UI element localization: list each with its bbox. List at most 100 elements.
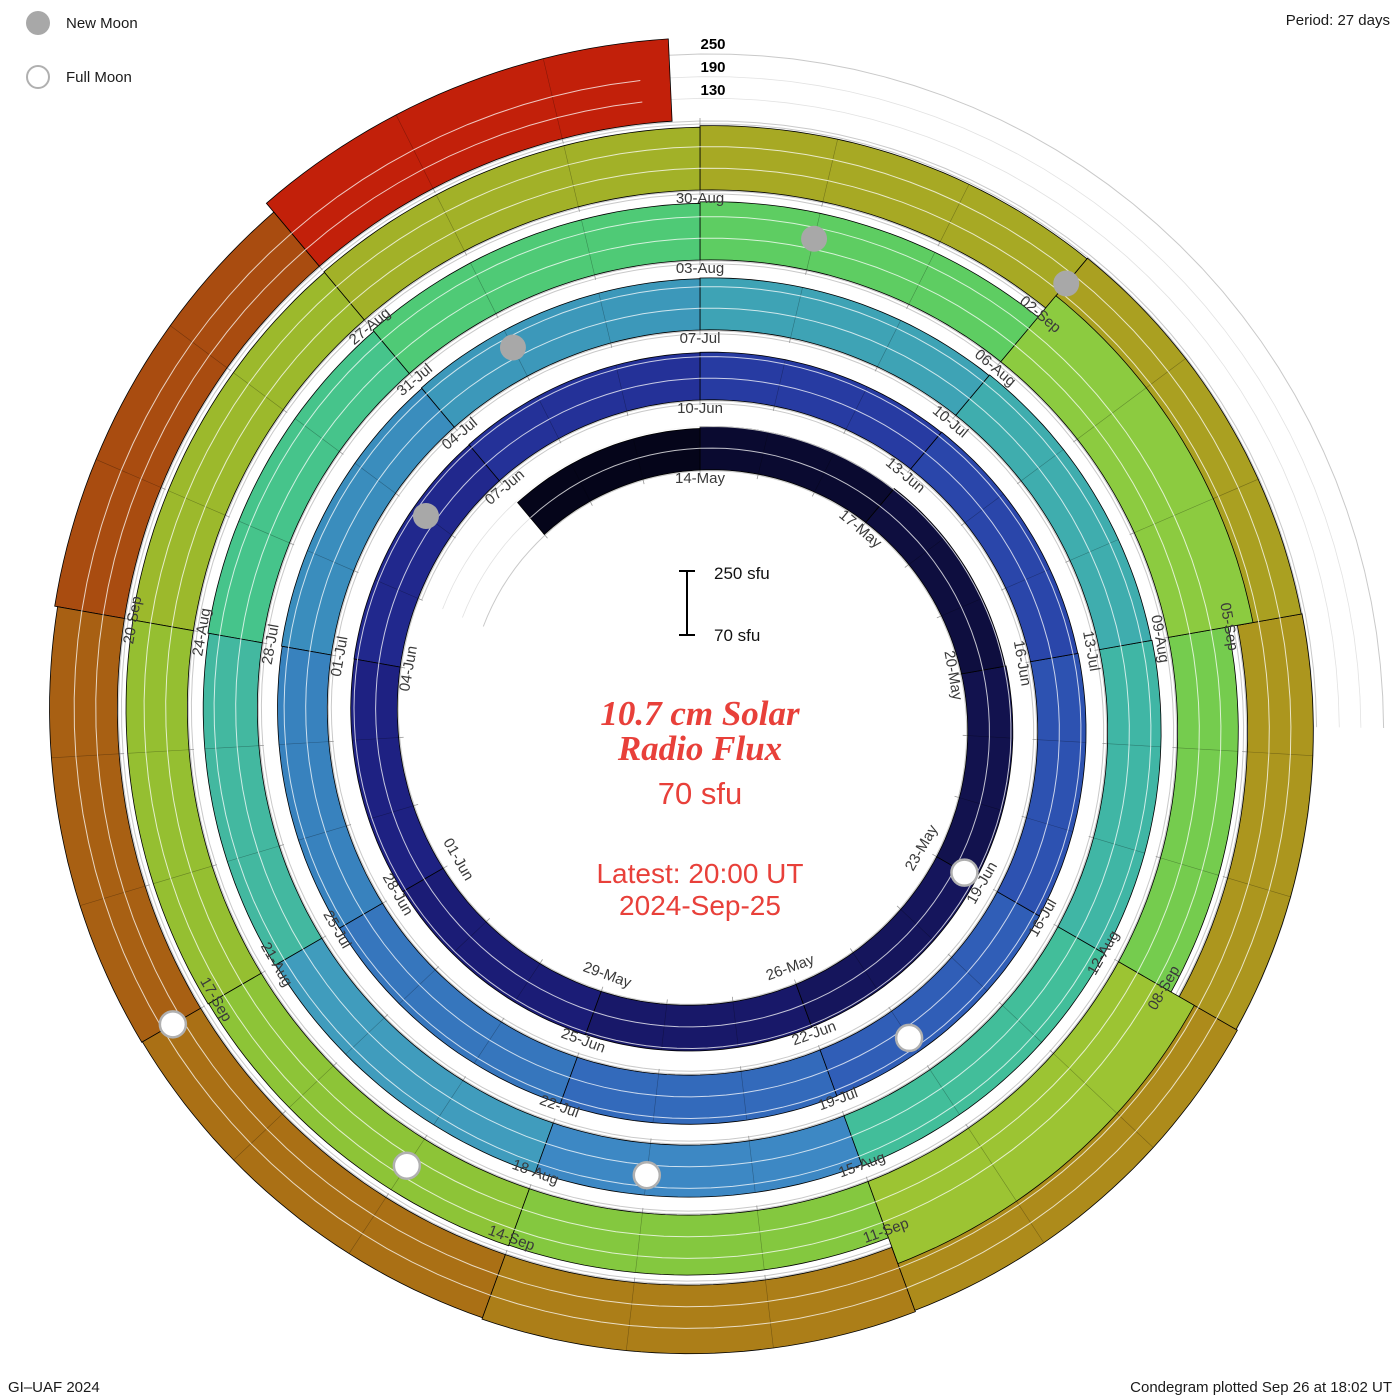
scale-min-label: 70 sfu (714, 626, 761, 645)
full-moon-marker-19-Aug (392, 1151, 422, 1180)
day-divider (95, 459, 162, 488)
day-divider (635, 1212, 643, 1273)
day-divider (1069, 539, 1119, 561)
flux-segment-27-Aug (323, 126, 701, 321)
day-divider (1247, 751, 1313, 756)
day-divider (1026, 817, 1073, 832)
day-divider (298, 825, 347, 841)
day-divider (374, 579, 419, 599)
day-divider (233, 1113, 283, 1161)
day-divider (581, 219, 595, 275)
flux-segment-14-Sep (141, 1007, 506, 1319)
flux-segment-16-Jun (996, 652, 1087, 917)
day-divider (633, 438, 644, 480)
day-divider (765, 1279, 774, 1349)
date-label: 30-Aug (676, 190, 724, 207)
day-divider (1020, 449, 1064, 482)
day-divider (1037, 739, 1086, 743)
flux-segment-19-Jun (819, 891, 1041, 1097)
date-label: 14-May (675, 470, 726, 487)
radial-axis-tick-190: 190 (700, 59, 726, 76)
flux-segment-03-Aug (699, 201, 1039, 363)
flux-segment-07-Jul (699, 277, 990, 416)
new-moon-marker-06-Jun (412, 502, 439, 529)
flux-segment-12-Aug (867, 961, 1195, 1265)
day-divider (368, 805, 414, 820)
flux-segment-11-Sep (481, 1246, 916, 1355)
date-label: 10-Jun (677, 400, 723, 417)
day-divider (967, 735, 1013, 739)
day-divider (615, 365, 628, 412)
day-divider (1093, 837, 1145, 854)
day-divider (598, 293, 611, 344)
scale-bar-line (686, 570, 688, 636)
day-divider (1160, 857, 1219, 876)
day-divider (233, 372, 284, 410)
date-label: 13-Jul (1079, 629, 1103, 672)
day-divider (348, 1197, 387, 1254)
plotted-timestamp: Condegram plotted Sep 26 at 18:02 UT (1130, 1379, 1392, 1396)
day-divider (542, 58, 563, 139)
flux-segment-05-Sep (1178, 613, 1314, 1031)
flux-segment-28-Jun (277, 645, 384, 929)
flux-segment-25-Jul (202, 632, 323, 966)
day-divider (852, 952, 879, 991)
flux-segment-14-May (699, 426, 895, 524)
day-divider (170, 325, 228, 369)
day-divider (452, 921, 487, 954)
date-label: 01-Jul (328, 635, 352, 678)
day-divider (345, 1017, 385, 1055)
day-divider (757, 1210, 765, 1270)
day-divider (227, 845, 280, 862)
flux-segment-30-Aug (699, 125, 1088, 309)
day-divider (127, 749, 190, 754)
day-divider (732, 1001, 739, 1048)
date-label: 03-Aug (676, 260, 724, 277)
full-moon-marker-23-May (950, 858, 979, 887)
day-divider (951, 957, 988, 992)
flux-segment-21-Aug (125, 619, 262, 1005)
full-moon-label: Full Moon (66, 68, 132, 86)
day-divider (1002, 1005, 1042, 1043)
scale-bar-top-cap (679, 570, 695, 572)
chart-title: 10.7 cm Solar Radio Flux (450, 696, 950, 766)
new-moon-marker-05-Jul (499, 334, 526, 361)
flux-segment-17-Sep (49, 606, 202, 1043)
new-moon-marker-04-Aug (801, 225, 828, 252)
day-divider (398, 969, 436, 1005)
day-divider (939, 184, 970, 242)
full-moon-marker-17-Sep (158, 1010, 188, 1039)
day-divider (774, 359, 786, 407)
chart-title-line2: Radio Flux (617, 729, 783, 768)
spiral-gridline (95, 101, 1270, 1308)
flux-segment-31-Jul (372, 202, 701, 375)
day-divider (1177, 747, 1238, 752)
radial-axis-tick-250: 250 (700, 36, 726, 53)
flux-segment-16-Jul (843, 926, 1106, 1167)
flux-segment-29-May (402, 867, 602, 1036)
day-divider (563, 145, 579, 207)
day-divider (900, 909, 935, 941)
chart-title-line1: 10.7 cm Solar (600, 694, 800, 733)
day-divider (740, 1071, 748, 1121)
day-divider (652, 1073, 659, 1123)
new-moon-marker-02-Sep (1053, 270, 1080, 297)
credit-label: GI–UAF 2024 (8, 1379, 100, 1396)
day-divider (79, 885, 146, 906)
moon-legend: New Moon Full Moon (26, 10, 138, 118)
flux-segment-09-Aug (1118, 626, 1239, 993)
day-divider (168, 490, 226, 516)
flux-segment-24-Aug (131, 271, 365, 632)
legend-new-moon: New Moon (26, 10, 138, 36)
flux-segment-11-May (517, 428, 701, 535)
full-moon-icon (26, 65, 50, 89)
flux-segment-20-Sep (54, 211, 320, 619)
day-divider (908, 252, 936, 305)
radial-axis-tick-130: 130 (700, 82, 726, 99)
new-moon-label: New Moon (66, 14, 138, 32)
flux-segment-01-Jun (350, 658, 444, 893)
day-divider (1227, 877, 1291, 898)
day-divider (352, 737, 399, 741)
day-divider (289, 1065, 334, 1108)
